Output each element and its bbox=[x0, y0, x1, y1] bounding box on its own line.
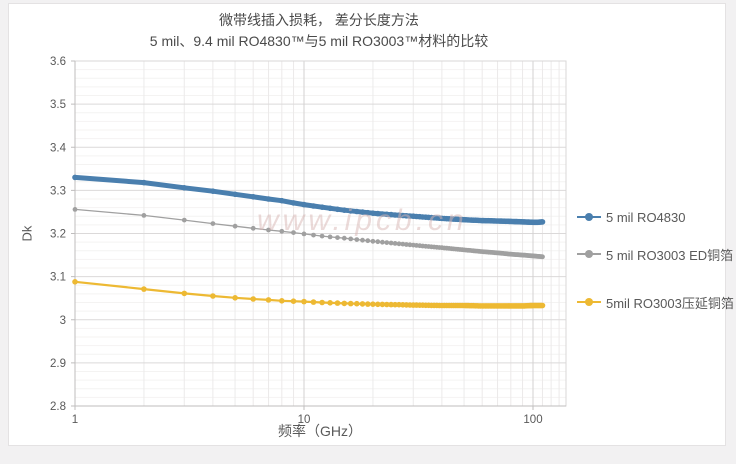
svg-text:3.3: 3.3 bbox=[50, 185, 66, 197]
legend-line-marker-icon bbox=[577, 209, 601, 225]
legend-item: 5 mil RO4830 bbox=[577, 209, 685, 225]
legend-item: 5 mil RO3003 ED铜箔 bbox=[577, 246, 734, 263]
chart-container: 微带线插入损耗， 差分长度方法 5 mil、9.4 mil RO4830™与5 … bbox=[8, 3, 734, 446]
svg-text:3.4: 3.4 bbox=[50, 142, 67, 154]
y-axis-title: Dk bbox=[19, 225, 35, 242]
svg-text:3.5: 3.5 bbox=[50, 99, 66, 111]
legend-item: 5mil RO3003压延铜箔 bbox=[577, 294, 734, 311]
plot-area: 2.8 2.9 3 3.1 3.2 3.3 3.4 3.5 3.6 1 10 100 bbox=[50, 56, 567, 426]
legend-label: 5mil RO3003压延铜箔 bbox=[606, 295, 734, 311]
chart-title-block: 微带线插入损耗， 差分长度方法 5 mil、9.4 mil RO4830™与5 … bbox=[9, 10, 629, 52]
svg-text:2.9: 2.9 bbox=[50, 358, 66, 370]
x-axis-title: 频率（GHz） bbox=[278, 423, 362, 439]
svg-text:2.8: 2.8 bbox=[50, 401, 66, 413]
legend-line-marker-icon bbox=[577, 246, 601, 262]
svg-text:100: 100 bbox=[523, 414, 542, 426]
svg-text:3: 3 bbox=[60, 315, 66, 327]
svg-text:3.1: 3.1 bbox=[50, 272, 66, 284]
chart-title: 微带线插入损耗， 差分长度方法 bbox=[219, 12, 419, 28]
chart-subtitle: 5 mil、9.4 mil RO4830™与5 mil RO3003™材料的比较 bbox=[149, 33, 489, 49]
svg-text:1: 1 bbox=[72, 414, 78, 426]
legend-label: 5 mil RO4830 bbox=[606, 209, 686, 225]
legend-line-marker-icon bbox=[577, 294, 601, 310]
legend-label: 5 mil RO3003 ED铜箔 bbox=[606, 247, 734, 263]
svg-text:10: 10 bbox=[298, 414, 311, 426]
svg-text:3.2: 3.2 bbox=[50, 229, 66, 241]
svg-text:3.6: 3.6 bbox=[50, 56, 66, 68]
